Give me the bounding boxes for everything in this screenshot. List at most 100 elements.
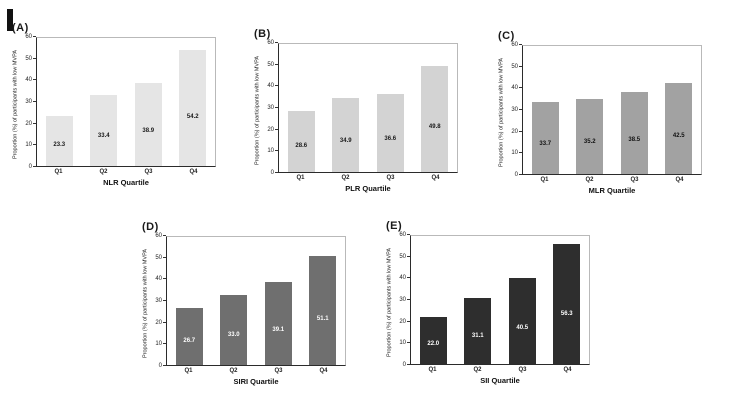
x-tick-label: Q1 xyxy=(428,367,437,373)
y-tick-mark xyxy=(407,234,410,235)
y-tick-mark xyxy=(519,87,522,89)
y-tick-mark xyxy=(519,130,522,132)
y-tick-label: 50 xyxy=(155,254,162,261)
bar-Q3: 38.9 xyxy=(134,83,162,166)
plot-area: 26.7 33.0 39.1 51.1 xyxy=(166,236,346,366)
plot-area: 28.6 34.9 36.6 49.8 xyxy=(278,43,458,173)
x-axis-title: SIRI Quartile xyxy=(233,377,279,386)
chart-panel-A: (A) Proportion (%) of participants with l… xyxy=(10,22,240,187)
chart-panel-E: (E) Proportion (%) of participants with l… xyxy=(384,220,614,385)
y-tick-label: 40 xyxy=(267,83,274,90)
y-tick-label: 10 xyxy=(267,148,274,155)
y-tick-mark xyxy=(407,255,410,257)
y-tick-label: 0 xyxy=(514,172,518,178)
bar-value-label: 23.3 xyxy=(53,142,66,149)
panel-label: (C) xyxy=(498,30,515,42)
y-tick-label: 10 xyxy=(25,142,32,149)
y-tick-label: 50 xyxy=(267,61,274,68)
y-tick-label: 30 xyxy=(399,297,406,303)
y-tick-label: 0 xyxy=(28,164,32,170)
bar-Q2: 33.4 xyxy=(90,94,118,166)
panel-label: (D) xyxy=(142,221,159,233)
bar-value-label: 40.5 xyxy=(516,324,529,331)
bar-Q1: 22.0 xyxy=(419,317,447,364)
y-tick-label: 30 xyxy=(155,298,162,304)
y-tick-mark xyxy=(163,278,166,280)
y-tick-mark xyxy=(33,122,36,124)
y-tick-label: 10 xyxy=(155,341,162,348)
x-tick-label: Q2 xyxy=(99,169,108,175)
y-tick-label: 0 xyxy=(402,362,406,368)
y-tick-mark xyxy=(407,277,410,279)
bar-Q4: 49.8 xyxy=(421,65,449,172)
y-axis-title-wrap: Proportion (%) of participants with low … xyxy=(384,235,395,365)
y-tick-mark xyxy=(163,321,166,323)
y-tick-mark xyxy=(163,343,166,345)
y-axis: 0 10 20 30 40 50 60 xyxy=(395,232,410,368)
bar-Q4: 51.1 xyxy=(309,256,337,365)
y-tick-label: 50 xyxy=(399,253,406,260)
bar-Q1: 23.3 xyxy=(45,116,73,166)
chart-panel-B: (B) Proportion (%) of participants with l… xyxy=(252,28,482,193)
chart-panel-C: (C) Proportion (%) of participants with l… xyxy=(496,30,726,195)
plot-area: 33.7 35.2 38.5 42.5 xyxy=(522,45,702,175)
y-tick-mark xyxy=(519,44,522,45)
y-axis-title-wrap: Proportion (%) of participants with low … xyxy=(496,45,507,175)
bar-value-label: 36.6 xyxy=(384,136,397,143)
x-tick-label: Q1 xyxy=(296,175,305,181)
y-tick-mark xyxy=(519,109,522,110)
panel-label: (B) xyxy=(254,28,271,40)
bar-Q3: 39.1 xyxy=(264,281,292,365)
y-tick-label: 60 xyxy=(267,40,274,46)
y-tick-label: 30 xyxy=(25,99,32,105)
y-axis: 0 10 20 30 40 50 60 xyxy=(151,233,166,369)
bar-Q4: 56.3 xyxy=(553,243,581,364)
y-tick-mark xyxy=(33,166,36,167)
x-axis-title: MLR Quartile xyxy=(588,186,636,195)
y-tick-mark xyxy=(275,128,278,130)
y-tick-mark xyxy=(33,79,36,81)
x-tick-label: Q2 xyxy=(341,175,350,181)
panel-label: (A) xyxy=(12,22,29,34)
bar-value-label: 33.0 xyxy=(227,332,240,339)
bar-value-label: 49.8 xyxy=(428,124,441,131)
y-tick-label: 20 xyxy=(511,128,518,135)
y-tick-mark xyxy=(275,42,278,43)
bar-value-label: 38.5 xyxy=(628,136,641,143)
y-tick-label: 50 xyxy=(25,55,32,62)
panel-label: (E) xyxy=(386,220,403,232)
bar-Q2: 31.1 xyxy=(464,297,492,364)
bar-Q4: 42.5 xyxy=(665,83,693,174)
bar-value-label: 22.0 xyxy=(427,341,440,348)
y-tick-label: 0 xyxy=(158,363,162,369)
y-tick-mark xyxy=(163,256,166,258)
bar-value-label: 28.6 xyxy=(295,143,308,150)
y-tick-label: 40 xyxy=(155,276,162,283)
plot-area: 22.0 31.1 40.5 56.3 xyxy=(410,235,590,365)
y-tick-label: 50 xyxy=(511,63,518,70)
y-tick-label: 60 xyxy=(155,233,162,239)
y-tick-mark xyxy=(519,65,522,67)
y-tick-mark xyxy=(519,174,522,175)
y-tick-mark xyxy=(33,36,36,37)
x-tick-label: Q3 xyxy=(144,169,153,175)
y-tick-mark xyxy=(33,101,36,102)
y-tick-mark xyxy=(407,364,410,365)
bar-Q3: 36.6 xyxy=(376,93,404,172)
y-tick-label: 60 xyxy=(399,232,406,238)
y-axis: 0 10 20 30 40 50 60 xyxy=(21,34,36,170)
y-tick-label: 60 xyxy=(511,42,518,48)
y-tick-mark xyxy=(275,63,278,65)
bar-value-label: 42.5 xyxy=(672,132,685,139)
bar-value-label: 33.4 xyxy=(97,133,110,140)
x-axis-ticks: Q1 Q2 Q3 Q4 xyxy=(166,368,346,374)
x-tick-label: Q2 xyxy=(229,368,238,374)
x-tick-label: Q2 xyxy=(585,177,594,183)
y-tick-mark xyxy=(33,57,36,59)
chart-body: Proportion (%) of participants with low … xyxy=(140,233,370,369)
y-tick-mark xyxy=(163,235,166,236)
bar-value-label: 38.9 xyxy=(142,128,155,135)
bar-Q3: 38.5 xyxy=(620,91,648,174)
y-axis-title-wrap: Proportion (%) of participants with low … xyxy=(252,43,263,173)
x-axis-ticks: Q1 Q2 Q3 Q4 xyxy=(410,367,590,373)
